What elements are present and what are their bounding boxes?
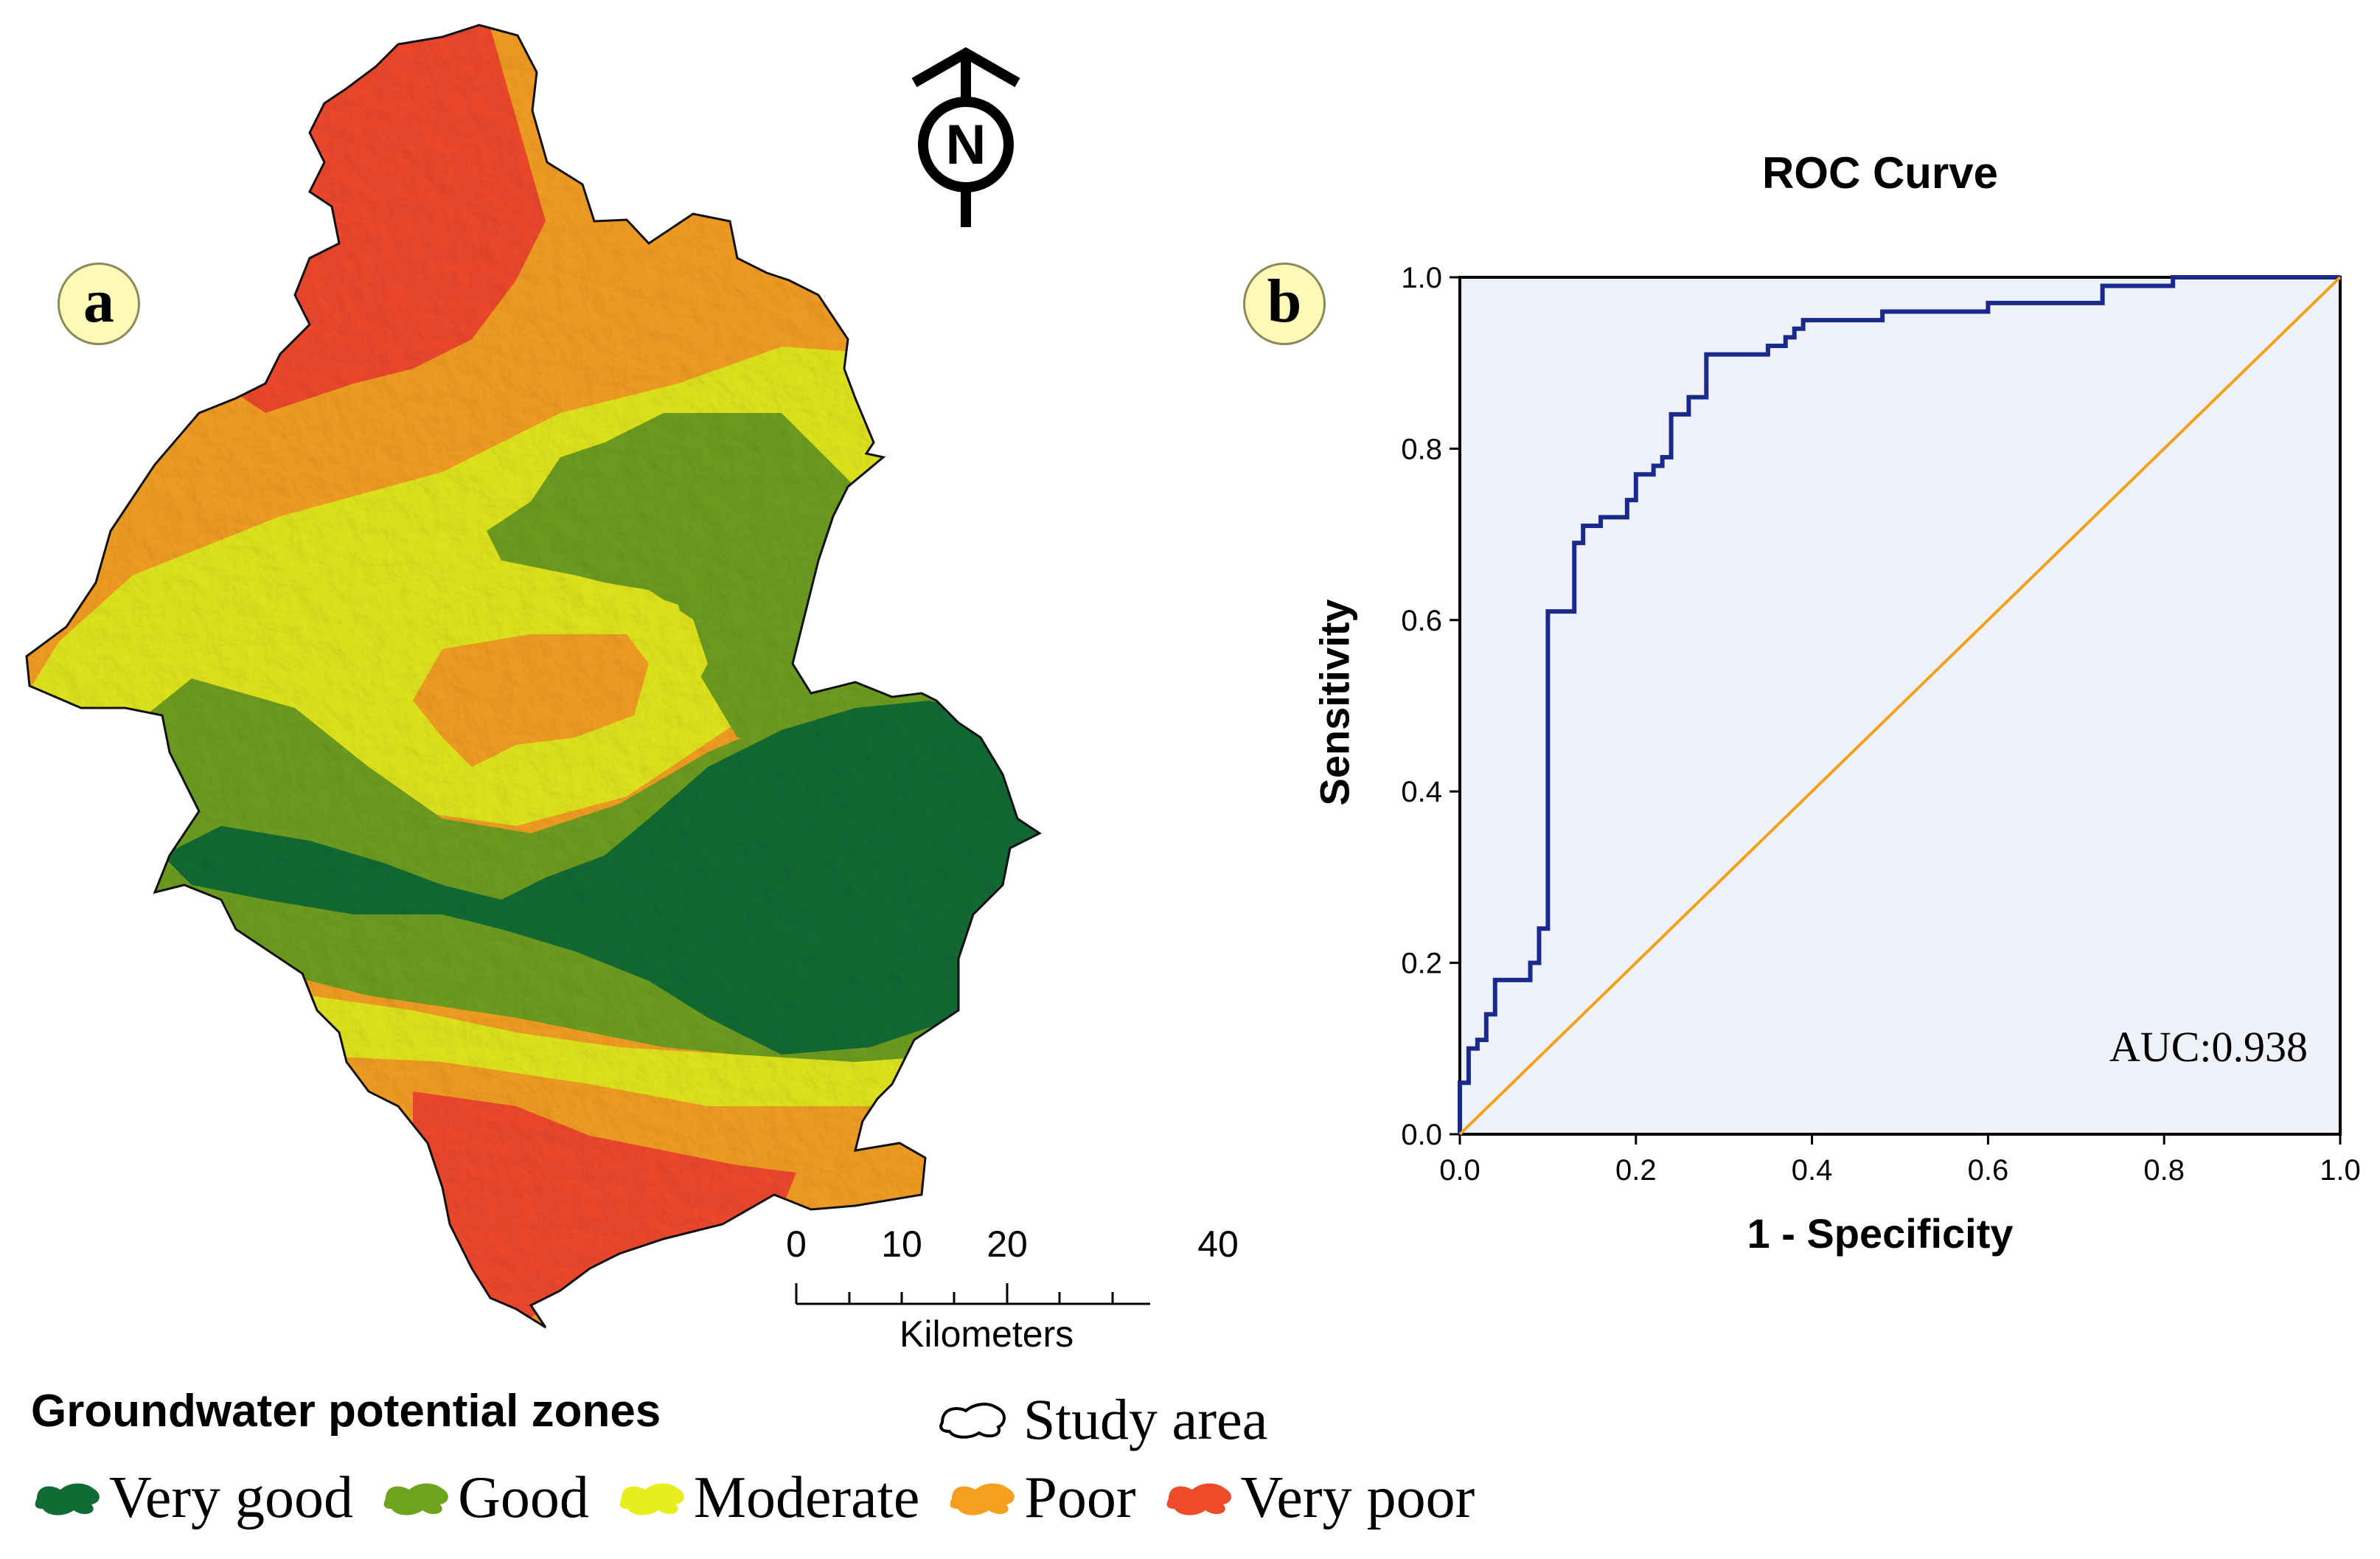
swatch-poor-icon: [950, 1483, 1015, 1515]
x-tick-label: 1.0: [2320, 1154, 2361, 1187]
study-area-icon: [939, 1403, 1006, 1439]
legend-item-good: Good: [380, 1465, 589, 1532]
swatch-good-icon: [383, 1483, 448, 1515]
legend-item-poor: Poor: [946, 1465, 1136, 1532]
legend-label-very-poor: Very poor: [1240, 1465, 1475, 1530]
scale-tick-10: 10: [881, 1223, 922, 1265]
y-tick-label: 0.6: [1401, 605, 1442, 637]
y-tick-label: 0.4: [1401, 776, 1442, 808]
y-tick-label: 1.0: [1401, 262, 1442, 294]
y-tick-label: 0.8: [1401, 433, 1442, 465]
groundwater-map: N: [25, 24, 1150, 1329]
scale-tick-0: 0: [786, 1223, 807, 1265]
y-tick-label: 0.0: [1401, 1119, 1442, 1151]
hillshade-relief: [27, 25, 1040, 1327]
panel-label-b: b: [1243, 263, 1326, 345]
legend-label-very-good: Very good: [109, 1465, 354, 1530]
legend-zones: Very good Good Moderate Poor Very poor: [31, 1465, 1501, 1532]
legend-item-very-good: Very good: [31, 1465, 353, 1532]
north-arrow-letter: N: [946, 114, 987, 176]
reference-diagonal-line: [1458, 276, 2342, 1136]
swatch-very-good-icon: [35, 1483, 100, 1515]
y-tick-label: 0.2: [1401, 948, 1442, 980]
plot-background: [1458, 276, 2342, 1136]
legend-title: Groundwater potential zones: [31, 1386, 661, 1437]
x-tick-label: 0.4: [1792, 1154, 1833, 1187]
scale-tick-20: 20: [987, 1223, 1028, 1265]
legend-label-moderate: Moderate: [693, 1465, 920, 1530]
roc-curve-line: [1458, 275, 2340, 1134]
study-area-label: Study area: [1023, 1387, 1268, 1451]
x-tick-label: 0.8: [2143, 1154, 2185, 1187]
swatch-moderate-icon: [619, 1483, 684, 1515]
scale-bar: [795, 1283, 1150, 1305]
legend-study-area: Study area: [936, 1386, 1267, 1453]
scale-unit-label: Kilometers: [900, 1313, 1074, 1355]
legend-label-good: Good: [458, 1465, 589, 1530]
x-tick-label: 0.0: [1439, 1154, 1480, 1187]
chart-y-axis-label: Sensitivity: [1311, 599, 1358, 806]
x-tick-label: 0.6: [1968, 1154, 2009, 1187]
panel-label-a: a: [58, 263, 140, 345]
x-tick-label: 0.2: [1615, 1154, 1657, 1187]
chart-title: ROC Curve: [1761, 148, 1999, 198]
auc-annotation: AUC:0.938: [2109, 1023, 2308, 1071]
chart-x-axis-label: 1 - Specificity: [1747, 1210, 2014, 1257]
zone-layer: [27, 25, 1040, 1327]
legend-item-very-poor: Very poor: [1163, 1465, 1475, 1532]
north-arrow-icon: N: [911, 46, 1020, 227]
scale-tick-40: 40: [1197, 1223, 1239, 1265]
swatch-very-poor-icon: [1166, 1483, 1231, 1515]
legend-label-poor: Poor: [1024, 1465, 1136, 1530]
legend-item-moderate: Moderate: [616, 1465, 920, 1532]
